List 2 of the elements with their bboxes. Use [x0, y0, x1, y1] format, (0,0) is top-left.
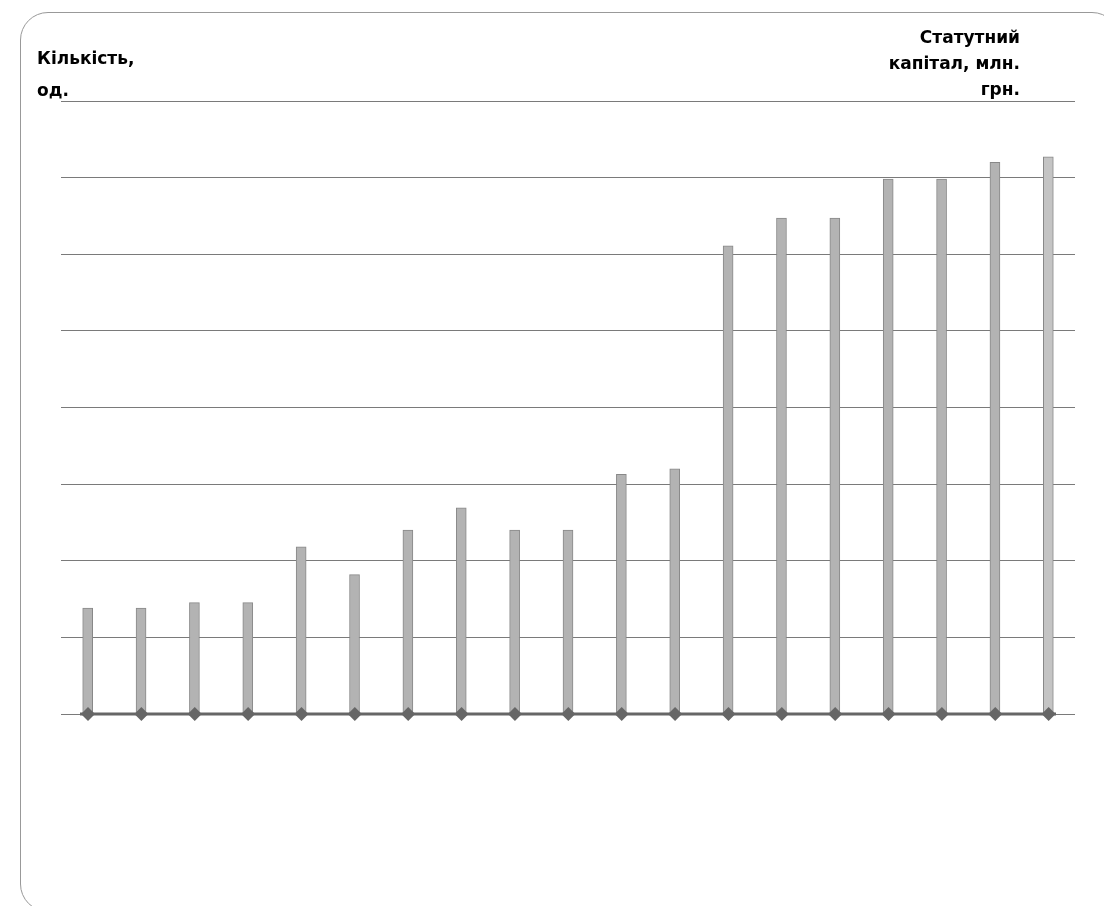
y-axis-title: Кількість, од. [37, 47, 136, 102]
y2-axis-title: Статутний капітал, млн. грн. [887, 26, 1020, 101]
